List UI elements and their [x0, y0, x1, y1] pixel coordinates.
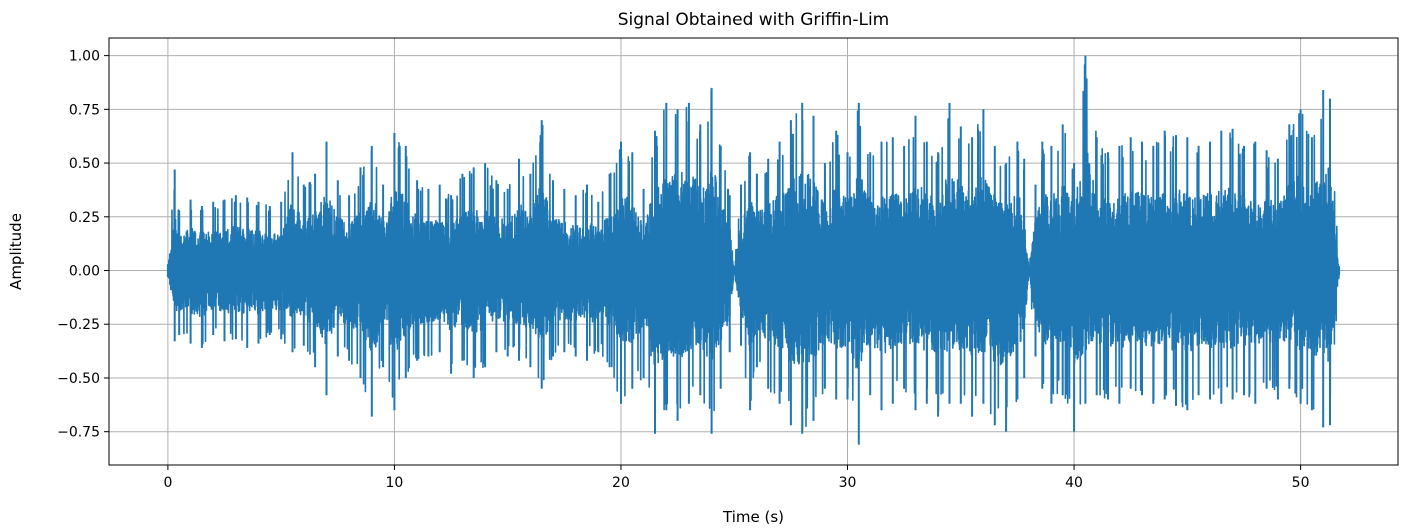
- y-tick-label: −0.50: [57, 371, 100, 387]
- x-tick-label: 40: [1065, 475, 1083, 491]
- y-tick-label: 0.75: [69, 102, 100, 118]
- x-tick-label: 30: [839, 475, 857, 491]
- signal-peak-marks: [166, 55, 1341, 445]
- x-tick-label: 0: [163, 475, 172, 491]
- chart-title: Signal Obtained with Griffin-Lim: [618, 10, 890, 30]
- y-tick-label: 0.50: [69, 156, 100, 172]
- y-tick-label: −0.25: [57, 317, 100, 333]
- x-axis-ticks: 0 10 20 30 40 50: [163, 465, 1310, 491]
- plot-area: [166, 55, 1341, 445]
- y-tick-label: 1.00: [69, 49, 100, 65]
- y-tick-label: −0.75: [57, 425, 100, 441]
- x-tick-label: 20: [612, 475, 630, 491]
- x-axis-label: Time (s): [722, 508, 784, 526]
- y-axis-label: Amplitude: [7, 213, 25, 290]
- x-tick-label: 50: [1292, 475, 1310, 491]
- signal-waveform-line: [167, 64, 1340, 430]
- axes-frame: [108, 37, 1399, 466]
- y-axis-ticks: −0.75 −0.50 −0.25 0.00 0.25 0.50 0.75 1.00: [57, 49, 109, 441]
- y-tick-label: 0.25: [69, 210, 100, 226]
- x-tick-label: 10: [386, 475, 404, 491]
- y-tick-label: 0.00: [69, 264, 100, 280]
